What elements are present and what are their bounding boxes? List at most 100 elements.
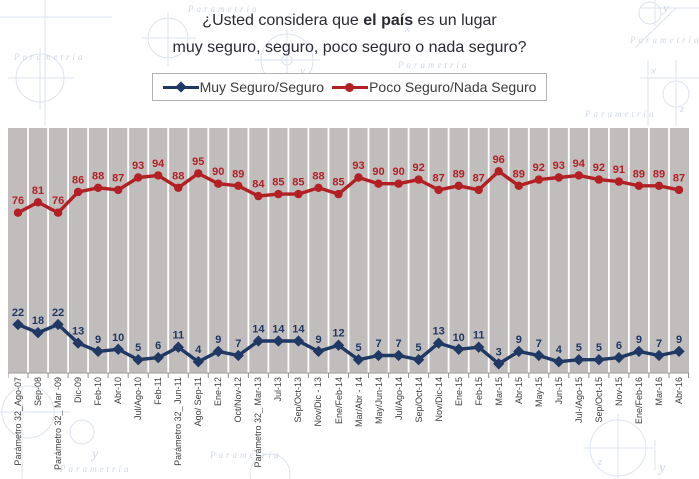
legend-item-muy-seguro: Muy Seguro/Seguro bbox=[162, 79, 325, 95]
x-axis-label: Sep/Oct-14 bbox=[413, 377, 424, 423]
x-axis-labels: Parámetro 32_Ago-07 Sep-08 Parámetro 32_ M… bbox=[8, 377, 689, 478]
svg-text:5: 5 bbox=[135, 342, 141, 354]
svg-text:90: 90 bbox=[372, 166, 384, 178]
svg-text:6: 6 bbox=[616, 340, 622, 352]
svg-text:11: 11 bbox=[473, 330, 485, 342]
x-axis-label: Nov/Dic-14 bbox=[433, 377, 444, 422]
svg-text:10: 10 bbox=[453, 332, 465, 344]
x-axis-label: Jul/Ago-14 bbox=[393, 377, 404, 421]
svg-text:9: 9 bbox=[676, 334, 682, 346]
svg-text:88: 88 bbox=[92, 170, 104, 182]
x-axis-label: Sep/Oct-15 bbox=[593, 377, 604, 423]
x-axis-label: Feb-15 bbox=[473, 377, 484, 406]
svg-text:94: 94 bbox=[152, 158, 165, 170]
x-axis-label: Ago/ Sep-11 bbox=[193, 377, 204, 427]
svg-text:95: 95 bbox=[192, 156, 204, 168]
x-axis-label: Mar-15 bbox=[493, 377, 504, 406]
svg-text:18: 18 bbox=[32, 315, 44, 327]
x-axis-label: Parámetro 32_ Mar-13 bbox=[253, 377, 264, 468]
legend-label-poco-seguro: Poco Seguro/Nada Seguro bbox=[369, 79, 537, 95]
svg-text:7: 7 bbox=[396, 338, 402, 350]
x-axis-label: Ene/Feb-16 bbox=[633, 377, 644, 425]
svg-text:76: 76 bbox=[12, 195, 24, 207]
svg-text:91: 91 bbox=[613, 164, 625, 176]
svg-text:92: 92 bbox=[533, 162, 545, 174]
x-axis-label: Ene-12 bbox=[213, 377, 224, 407]
svg-text:88: 88 bbox=[312, 170, 324, 182]
svg-text:89: 89 bbox=[653, 168, 665, 180]
x-axis-label: Sep-08 bbox=[33, 377, 44, 407]
series-poco-seguro: 76 81 76 86 88 87 93 94 88 95 90 89 84 85 85 88 85 93 90 90… bbox=[12, 154, 685, 217]
svg-text:13: 13 bbox=[432, 326, 444, 338]
svg-text:88: 88 bbox=[172, 170, 184, 182]
x-axis-label: May-15 bbox=[533, 377, 544, 408]
svg-text:94: 94 bbox=[573, 158, 586, 170]
svg-text:87: 87 bbox=[473, 172, 485, 184]
svg-text:92: 92 bbox=[412, 162, 424, 174]
svg-text:96: 96 bbox=[493, 154, 505, 166]
svg-text:89: 89 bbox=[453, 168, 465, 180]
svg-text:87: 87 bbox=[673, 172, 685, 184]
svg-text:93: 93 bbox=[132, 160, 144, 172]
svg-text:85: 85 bbox=[272, 177, 284, 189]
svg-text:90: 90 bbox=[212, 166, 224, 178]
svg-text:6: 6 bbox=[155, 340, 161, 352]
chart-title: ¿Usted considera que el país es un lugar… bbox=[0, 7, 699, 61]
svg-text:89: 89 bbox=[513, 168, 525, 180]
x-axis-label: Mar/Abr - 14 bbox=[353, 377, 364, 428]
svg-text:5: 5 bbox=[576, 342, 582, 354]
svg-text:Parametría: Parametría bbox=[584, 109, 657, 119]
x-axis-label: Mar-16 bbox=[654, 377, 665, 406]
legend-navy-line-diamond-icon bbox=[162, 81, 199, 93]
x-axis-label: Jul-/Ago-15 bbox=[573, 377, 584, 424]
svg-text:11: 11 bbox=[172, 330, 184, 342]
svg-text:81: 81 bbox=[32, 185, 44, 197]
plot-area: 76 81 76 86 88 87 93 94 88 95 90 89 84 85 85 88 85 93 90 90… bbox=[7, 128, 689, 385]
x-axis-label: Nov/Dic - 13 bbox=[313, 377, 324, 427]
svg-text:4: 4 bbox=[195, 344, 202, 356]
svg-text:22: 22 bbox=[12, 307, 24, 319]
svg-text:92: 92 bbox=[593, 162, 605, 174]
svg-text:14: 14 bbox=[252, 324, 265, 336]
svg-text:7: 7 bbox=[235, 338, 241, 350]
svg-text:9: 9 bbox=[516, 334, 522, 346]
svg-text:14: 14 bbox=[272, 324, 285, 336]
svg-text:22: 22 bbox=[52, 307, 64, 319]
svg-text:93: 93 bbox=[352, 160, 364, 172]
svg-text:9: 9 bbox=[315, 334, 321, 346]
x-axis-label: Nov-15 bbox=[613, 377, 624, 407]
svg-text:84: 84 bbox=[252, 179, 265, 191]
svg-text:14: 14 bbox=[292, 324, 305, 336]
legend-box: Muy Seguro/Seguro Poco Seguro/Nada Segur… bbox=[151, 73, 548, 101]
x-axis-label: Oct/Nov-12 bbox=[233, 377, 244, 423]
svg-text:5: 5 bbox=[596, 342, 602, 354]
chart-title-line1: ¿Usted considera que el país es un lugar bbox=[202, 12, 497, 29]
legend-red-line-circle-icon bbox=[332, 81, 369, 93]
chart-legend: Muy Seguro/Seguro Poco Seguro/Nada Segur… bbox=[0, 73, 699, 101]
x-axis-label: Sep/Oct-13 bbox=[293, 377, 304, 423]
x-axis-label: Abr-16 bbox=[674, 377, 685, 405]
legend-item-poco-seguro: Poco Seguro/Nada Seguro bbox=[332, 79, 536, 95]
svg-text:9: 9 bbox=[215, 334, 221, 346]
svg-text:85: 85 bbox=[292, 177, 304, 189]
plot-gridlines bbox=[27, 128, 670, 373]
svg-text:z: z bbox=[679, 103, 685, 115]
x-axis-label: Feb-10 bbox=[93, 377, 104, 406]
svg-text:7: 7 bbox=[375, 338, 381, 350]
svg-text:10: 10 bbox=[112, 332, 124, 344]
svg-text:13: 13 bbox=[72, 326, 84, 338]
x-axis-label: May/Jun-14 bbox=[373, 377, 384, 425]
x-axis-label: Jul-13 bbox=[273, 377, 284, 402]
svg-text:85: 85 bbox=[332, 177, 344, 189]
svg-text:86: 86 bbox=[72, 175, 84, 187]
x-axis-label: Feb-11 bbox=[153, 377, 164, 405]
svg-text:87: 87 bbox=[112, 172, 124, 184]
x-axis-label: Jul/Ago-10 bbox=[133, 377, 144, 421]
x-axis-label: Abr-15 bbox=[513, 377, 524, 405]
svg-text:3: 3 bbox=[496, 346, 502, 358]
svg-text:7: 7 bbox=[536, 338, 542, 350]
svg-text:89: 89 bbox=[633, 168, 645, 180]
legend-label-muy-seguro: Muy Seguro/Seguro bbox=[199, 79, 325, 95]
